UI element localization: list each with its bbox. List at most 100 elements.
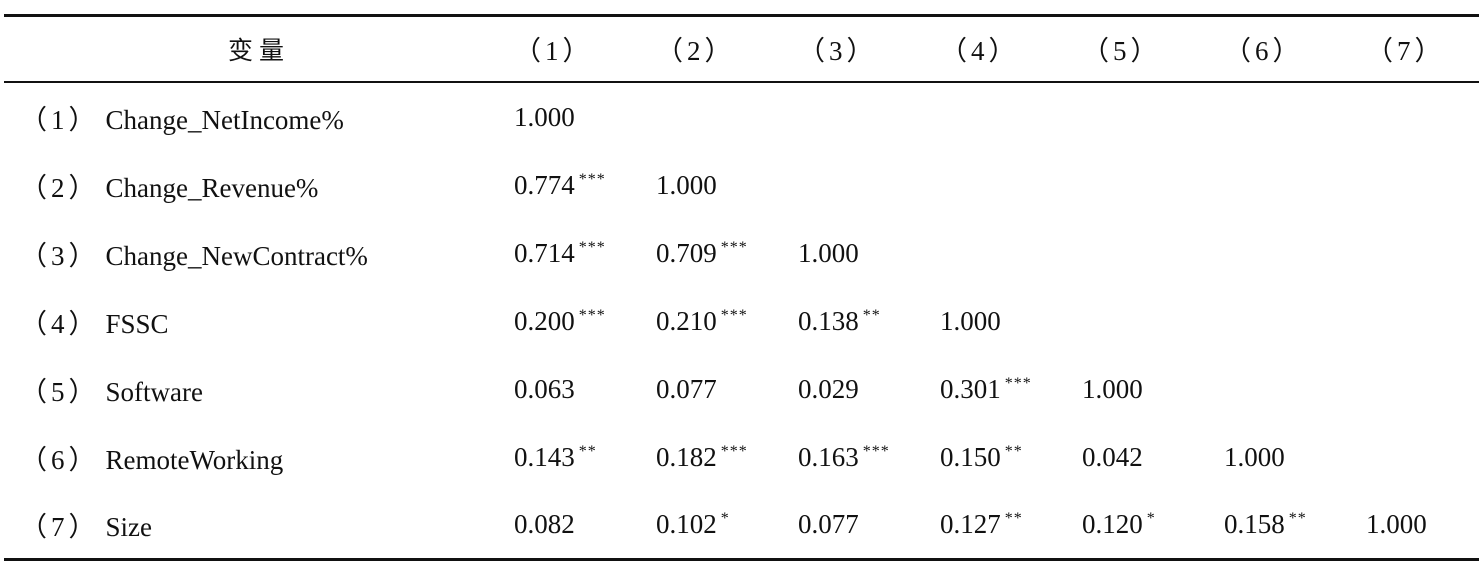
correlation-cell: 1.000: [656, 152, 798, 220]
row-variable-name: FSSC: [105, 309, 169, 339]
significance-stars: ***: [578, 307, 606, 324]
header-col-2: （2）: [656, 14, 798, 83]
correlation-cell: 1.000: [514, 82, 656, 152]
header-variable: 变量: [4, 14, 514, 83]
row-variable-name: Size: [105, 512, 153, 543]
correlation-value: 0.029: [798, 374, 859, 404]
significance-stars: **: [578, 443, 597, 460]
significance-stars: *: [1146, 510, 1156, 528]
correlation-value: 0.200: [514, 306, 575, 336]
row-variable-name: Change_Revenue%: [105, 173, 319, 203]
row-index: （1）: [20, 104, 100, 135]
header-col-1: （1）: [514, 14, 656, 83]
row-variable-label: （5） Software: [4, 356, 514, 424]
row-variable-label: （4） FSSC: [4, 288, 514, 356]
correlation-cell: 0.120 *: [1082, 491, 1224, 561]
correlation-cell: 0.102 *: [656, 491, 798, 561]
significance-stars: **: [1004, 510, 1023, 528]
correlation-cell: [940, 220, 1082, 288]
significance-stars: **: [1288, 510, 1307, 528]
correlation-value: 0.120: [1082, 509, 1143, 540]
correlation-cell: [798, 82, 940, 152]
correlation-cell: [1224, 152, 1366, 220]
correlation-value: 0.127: [940, 509, 1001, 540]
correlation-value: 1.000: [656, 170, 717, 200]
correlation-cell: 0.158 **: [1224, 491, 1366, 561]
correlation-value: 1.000: [1082, 374, 1143, 404]
correlation-cell: 0.077: [656, 356, 798, 424]
correlation-value: 1.000: [1366, 509, 1427, 540]
correlation-cell: 1.000: [1366, 491, 1479, 561]
correlation-cell: [1224, 288, 1366, 356]
correlation-cell: [1366, 82, 1479, 152]
row-variable-label: （3） Change_NewContract%: [4, 220, 514, 288]
correlation-value: 0.143: [514, 442, 575, 472]
header-col-6: （6）: [1224, 14, 1366, 83]
correlation-cell: 0.143 **: [514, 424, 656, 492]
correlation-value: 1.000: [514, 101, 575, 132]
row-variable-label: （1） Change_NetIncome%: [4, 82, 514, 152]
correlation-cell: [1366, 152, 1479, 220]
correlation-value: 0.082: [514, 509, 575, 540]
row-index: （6）: [20, 445, 100, 475]
header-col-4: （4）: [940, 14, 1082, 83]
correlation-cell: [1224, 82, 1366, 152]
correlation-cell: 0.082: [514, 491, 656, 561]
row-variable-name: Software: [105, 377, 203, 407]
correlation-cell: [1082, 82, 1224, 152]
correlation-cell: 1.000: [1224, 424, 1366, 492]
correlation-value: 0.102: [656, 509, 717, 540]
correlation-cell: 0.063: [514, 356, 656, 424]
correlation-value: 0.210: [656, 306, 717, 336]
correlation-cell: 1.000: [798, 220, 940, 288]
significance-stars: ***: [578, 171, 606, 188]
significance-stars: ***: [720, 443, 748, 460]
correlation-value: 0.163: [798, 442, 859, 472]
header-col-5: （5）: [1082, 14, 1224, 83]
correlation-cell: [1366, 220, 1479, 288]
header-row: 变量 （1） （2） （3） （4） （5） （6） （7）: [4, 14, 1479, 83]
correlation-cell: 0.210 ***: [656, 288, 798, 356]
correlation-cell: 0.182 ***: [656, 424, 798, 492]
correlation-value: 0.150: [940, 442, 1001, 472]
row-variable-label: （2） Change_Revenue%: [4, 152, 514, 220]
header-col-7: （7）: [1366, 14, 1479, 83]
correlation-cell: [1082, 288, 1224, 356]
correlation-cell: 1.000: [1082, 356, 1224, 424]
correlation-value: 1.000: [798, 238, 859, 268]
table-row: （6） RemoteWorking 0.143 ** 0.182 *** 0.163 *** 0…: [4, 424, 1479, 492]
table-row: （7） Size 0.082 0.102 * 0.077 0.127 ** 0.120 * 0.15…: [4, 491, 1479, 561]
row-index: （2）: [20, 173, 100, 203]
correlation-value: 0.138: [798, 306, 859, 336]
correlation-cell: [656, 82, 798, 152]
correlation-cell: 0.774 ***: [514, 152, 656, 220]
table-row: （2） Change_Revenue% 0.774 *** 1.000: [4, 152, 1479, 220]
correlation-value: 1.000: [1224, 442, 1285, 472]
correlation-cell: 0.029: [798, 356, 940, 424]
row-index: （5）: [20, 377, 100, 407]
row-index: （3）: [20, 241, 100, 271]
correlation-cell: 0.200 ***: [514, 288, 656, 356]
table-row: （5） Software 0.063 0.077 0.029 0.301 *** 1.000: [4, 356, 1479, 424]
correlation-value: 0.063: [514, 374, 575, 404]
correlation-cell: 0.077: [798, 491, 940, 561]
correlation-value: 0.158: [1224, 509, 1285, 540]
header-col-3: （3）: [798, 14, 940, 83]
table-row: （4） FSSC 0.200 *** 0.210 *** 0.138 ** 1.000: [4, 288, 1479, 356]
significance-stars: **: [862, 307, 881, 324]
correlation-cell: [940, 152, 1082, 220]
correlation-cell: 0.138 **: [798, 288, 940, 356]
correlation-value: 0.077: [656, 374, 717, 404]
correlation-cell: [1224, 220, 1366, 288]
correlation-table-container: 变量 （1） （2） （3） （4） （5） （6） （7） （1） Change…: [4, 14, 1479, 561]
row-variable-label: （7） Size: [4, 491, 514, 561]
correlation-cell: [1224, 356, 1366, 424]
correlation-value: 0.714: [514, 238, 575, 268]
row-index: （4）: [20, 309, 100, 339]
correlation-cell: 0.163 ***: [798, 424, 940, 492]
correlation-cell: 1.000: [940, 288, 1082, 356]
correlation-cell: 0.714 ***: [514, 220, 656, 288]
correlation-cell: 0.127 **: [940, 491, 1082, 561]
table-row: （1） Change_NetIncome% 1.000: [4, 82, 1479, 152]
correlation-value: 0.774: [514, 170, 575, 200]
